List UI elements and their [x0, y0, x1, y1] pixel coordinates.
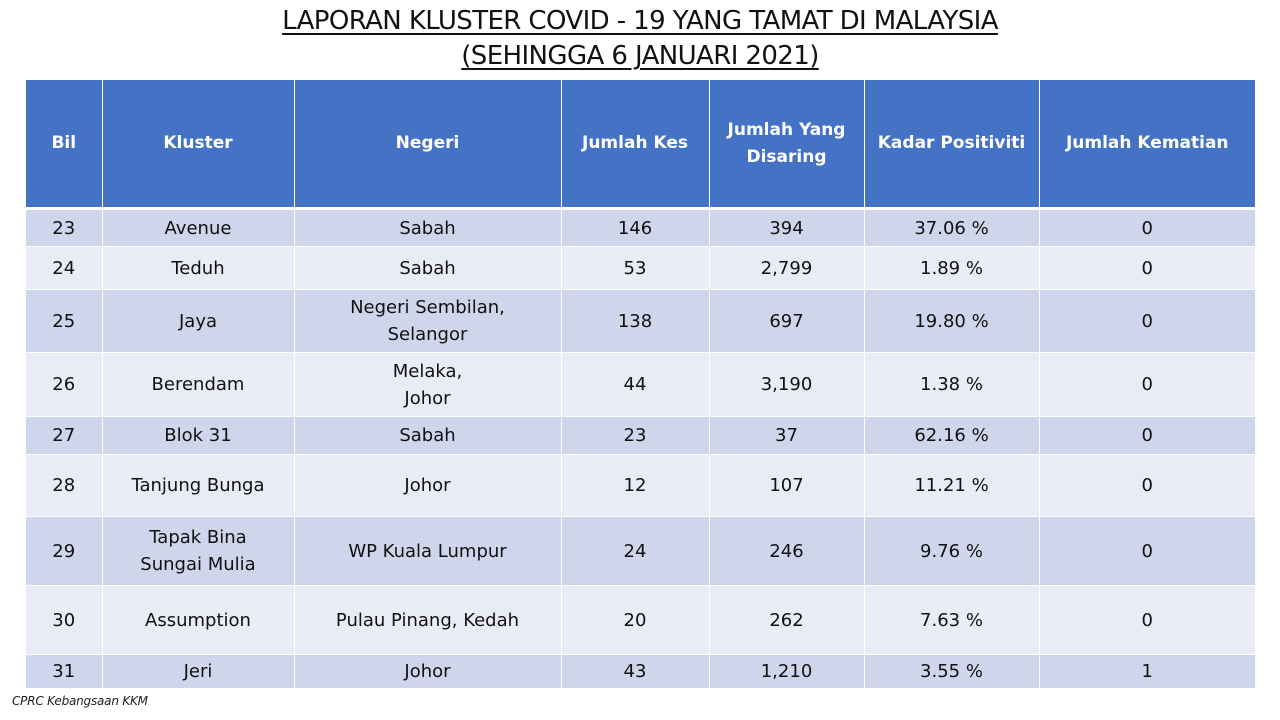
- cell-bil: 23: [26, 208, 103, 247]
- cell-jumlah-kes: 43: [561, 654, 710, 688]
- cell-negeri: Sabah: [294, 246, 562, 290]
- cell-jumlah-kematian: 0: [1039, 516, 1255, 586]
- cell-jumlah-kes: 24: [561, 516, 710, 586]
- cell-kadar-positiviti: 37.06 %: [864, 208, 1040, 247]
- cell-negeri: Johor: [294, 654, 562, 688]
- cell-negeri-line-1: Melaka,: [392, 360, 463, 382]
- cell-kadar-positiviti: 11.21 %: [864, 454, 1040, 517]
- header-negeri: Negeri: [294, 80, 562, 209]
- cell-jumlah-kematian: 0: [1039, 416, 1255, 455]
- cell-kadar-positiviti: 3.55 %: [864, 654, 1040, 688]
- cell-jumlah-disaring: 246: [709, 516, 865, 586]
- cell-jumlah-kes: 44: [561, 352, 710, 417]
- cell-jumlah-disaring: 3,190: [709, 352, 865, 417]
- cell-kluster: Tapak Bina Sungai Mulia: [102, 516, 295, 586]
- cell-negeri: Sabah: [294, 416, 562, 455]
- cell-negeri: Melaka, Johor: [294, 352, 562, 417]
- cell-jumlah-disaring: 262: [709, 585, 865, 655]
- cell-kluster: Avenue: [102, 208, 295, 247]
- cell-jumlah-disaring: 2,799: [709, 246, 865, 290]
- cell-kadar-positiviti: 62.16 %: [864, 416, 1040, 455]
- header-jumlah-disaring: Jumlah Yang Disaring: [709, 80, 865, 209]
- cell-jumlah-kes: 53: [561, 246, 710, 290]
- cell-bil: 25: [26, 289, 103, 353]
- cell-jumlah-disaring: 697: [709, 289, 865, 353]
- cell-negeri-line-2: Selangor: [387, 324, 468, 345]
- cell-kluster: Jeri: [102, 654, 295, 688]
- report-title-line-2: (SEHINGGA 6 JANUARI 2021): [461, 41, 819, 71]
- cell-jumlah-kematian: 0: [1039, 289, 1255, 353]
- cell-jumlah-disaring: 107: [709, 454, 865, 517]
- cell-kluster-line-1: Tapak Bina: [149, 527, 247, 548]
- header-kluster: Kluster: [102, 80, 295, 209]
- cell-kadar-positiviti: 1.38 %: [864, 352, 1040, 417]
- cell-jumlah-kes: 20: [561, 585, 710, 655]
- table-row: 29 Tapak Bina Sungai Mulia WP Kuala Lump…: [26, 516, 1255, 586]
- cell-negeri-line-2: Johor: [404, 387, 451, 409]
- cell-kluster: Jaya: [102, 289, 295, 353]
- cell-kluster: Blok 31: [102, 416, 295, 455]
- source-note: CPRC Kebangsaan KKM: [12, 694, 148, 708]
- cell-bil: 27: [26, 416, 103, 455]
- cell-negeri: WP Kuala Lumpur: [294, 516, 562, 586]
- cell-jumlah-disaring: 37: [709, 416, 865, 455]
- cell-bil: 31: [26, 654, 103, 688]
- cell-negeri: Sabah: [294, 208, 562, 247]
- header-kadar-positiviti: Kadar Positiviti: [864, 80, 1040, 209]
- cell-jumlah-kes: 138: [561, 289, 710, 353]
- header-jumlah-kematian: Jumlah Kematian: [1039, 80, 1255, 209]
- report-title: LAPORAN KLUSTER COVID - 19 YANG TAMAT DI…: [0, 4, 1280, 74]
- cell-negeri-line-1: Negeri Sembilan,: [350, 297, 505, 318]
- table-row: 28 Tanjung Bunga Johor 12 107 11.21 % 0: [26, 454, 1255, 517]
- cell-negeri: Negeri Sembilan, Selangor: [294, 289, 562, 353]
- cell-kluster: Assumption: [102, 585, 295, 655]
- cell-kadar-positiviti: 19.80 %: [864, 289, 1040, 353]
- header-jumlah-disaring-line-1: Jumlah Yang: [727, 119, 846, 140]
- table-row: 31 Jeri Johor 43 1,210 3.55 % 1: [26, 654, 1255, 688]
- table-row: 23 Avenue Sabah 146 394 37.06 % 0: [26, 208, 1255, 247]
- cell-kadar-positiviti: 9.76 %: [864, 516, 1040, 586]
- cluster-table: Bil Kluster Negeri Jumlah Kes Jumlah Yan…: [26, 80, 1255, 688]
- cell-bil: 26: [26, 352, 103, 417]
- cell-bil: 28: [26, 454, 103, 517]
- cell-bil: 30: [26, 585, 103, 655]
- cell-jumlah-kematian: 0: [1039, 208, 1255, 247]
- report-title-line-1: LAPORAN KLUSTER COVID - 19 YANG TAMAT DI…: [282, 6, 998, 36]
- cell-negeri: Johor: [294, 454, 562, 517]
- cell-kluster-line-2: Sungai Mulia: [140, 554, 256, 575]
- header-jumlah-kes: Jumlah Kes: [561, 80, 710, 209]
- cell-jumlah-disaring: 1,210: [709, 654, 865, 688]
- table-row: 27 Blok 31 Sabah 23 37 62.16 % 0: [26, 416, 1255, 455]
- table-row: 24 Teduh Sabah 53 2,799 1.89 % 0: [26, 246, 1255, 290]
- table-row: 26 Berendam Melaka, Johor 44 3,190 1.38 …: [26, 352, 1255, 417]
- cell-kluster: Teduh: [102, 246, 295, 290]
- header-jumlah-disaring-line-2: Disaring: [746, 146, 827, 167]
- cell-jumlah-kes: 23: [561, 416, 710, 455]
- table-row: 30 Assumption Pulau Pinang, Kedah 20 262…: [26, 585, 1255, 655]
- cell-bil: 24: [26, 246, 103, 290]
- cell-jumlah-kes: 12: [561, 454, 710, 517]
- cell-kadar-positiviti: 1.89 %: [864, 246, 1040, 290]
- cell-kluster: Berendam: [102, 352, 295, 417]
- cell-jumlah-kematian: 0: [1039, 454, 1255, 517]
- cell-jumlah-kematian: 1: [1039, 654, 1255, 688]
- cell-kluster: Tanjung Bunga: [102, 454, 295, 517]
- cell-jumlah-kematian: 0: [1039, 246, 1255, 290]
- cell-jumlah-kematian: 0: [1039, 585, 1255, 655]
- cell-bil: 29: [26, 516, 103, 586]
- header-bil: Bil: [26, 80, 103, 209]
- cell-negeri: Pulau Pinang, Kedah: [294, 585, 562, 655]
- cell-jumlah-disaring: 394: [709, 208, 865, 247]
- cell-jumlah-kematian: 0: [1039, 352, 1255, 417]
- cell-kadar-positiviti: 7.63 %: [864, 585, 1040, 655]
- table-row: 25 Jaya Negeri Sembilan, Selangor 138 69…: [26, 289, 1255, 353]
- table-header-row: Bil Kluster Negeri Jumlah Kes Jumlah Yan…: [26, 80, 1255, 209]
- cell-jumlah-kes: 146: [561, 208, 710, 247]
